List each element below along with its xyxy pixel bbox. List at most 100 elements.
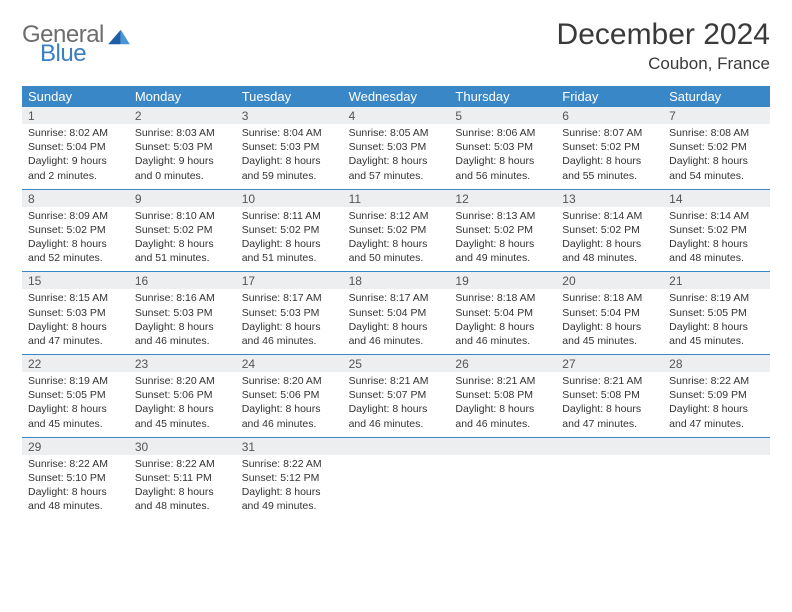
sunset-text: Sunset: 5:03 PM xyxy=(28,306,123,320)
daylight-text-2: and 50 minutes. xyxy=(349,251,444,265)
calendar-grid: Sunday Monday Tuesday Wednesday Thursday… xyxy=(22,86,770,519)
daylight-text-2: and 47 minutes. xyxy=(28,334,123,348)
daylight-text-1: Daylight: 8 hours xyxy=(562,402,657,416)
day-cell: Sunrise: 8:21 AMSunset: 5:08 PMDaylight:… xyxy=(449,372,556,437)
sunset-text: Sunset: 5:03 PM xyxy=(242,306,337,320)
sunrise-text: Sunrise: 8:03 AM xyxy=(135,126,230,140)
day-body-row: Sunrise: 8:09 AMSunset: 5:02 PMDaylight:… xyxy=(22,207,770,272)
day-body-row: Sunrise: 8:02 AMSunset: 5:04 PMDaylight:… xyxy=(22,124,770,189)
day-cell: Sunrise: 8:10 AMSunset: 5:02 PMDaylight:… xyxy=(129,207,236,272)
day-cell: Sunrise: 8:19 AMSunset: 5:05 PMDaylight:… xyxy=(663,289,770,354)
sunset-text: Sunset: 5:06 PM xyxy=(135,388,230,402)
daylight-text-1: Daylight: 8 hours xyxy=(28,485,123,499)
sunset-text: Sunset: 5:02 PM xyxy=(562,140,657,154)
day-number: 6 xyxy=(556,107,663,124)
daylight-text-1: Daylight: 8 hours xyxy=(455,237,550,251)
sunset-text: Sunset: 5:04 PM xyxy=(455,306,550,320)
day-number: 31 xyxy=(236,438,343,455)
day-of-week-header: Sunday Monday Tuesday Wednesday Thursday… xyxy=(22,86,770,107)
day-cell: Sunrise: 8:07 AMSunset: 5:02 PMDaylight:… xyxy=(556,124,663,189)
dow-wednesday: Wednesday xyxy=(343,86,450,107)
day-body-row: Sunrise: 8:19 AMSunset: 5:05 PMDaylight:… xyxy=(22,372,770,437)
sunrise-text: Sunrise: 8:22 AM xyxy=(28,457,123,471)
sunset-text: Sunset: 5:07 PM xyxy=(349,388,444,402)
day-number-row: 15161718192021 xyxy=(22,272,770,289)
day-cell: Sunrise: 8:03 AMSunset: 5:03 PMDaylight:… xyxy=(129,124,236,189)
sunrise-text: Sunrise: 8:12 AM xyxy=(349,209,444,223)
day-number: 27 xyxy=(556,355,663,372)
sunrise-text: Sunrise: 8:18 AM xyxy=(455,291,550,305)
day-cell: Sunrise: 8:06 AMSunset: 5:03 PMDaylight:… xyxy=(449,124,556,189)
day-cell: Sunrise: 8:11 AMSunset: 5:02 PMDaylight:… xyxy=(236,207,343,272)
sunrise-text: Sunrise: 8:20 AM xyxy=(135,374,230,388)
day-cell: Sunrise: 8:02 AMSunset: 5:04 PMDaylight:… xyxy=(22,124,129,189)
sunrise-text: Sunrise: 8:04 AM xyxy=(242,126,337,140)
day-number xyxy=(556,438,663,455)
daylight-text-2: and 0 minutes. xyxy=(135,169,230,183)
sunrise-text: Sunrise: 8:16 AM xyxy=(135,291,230,305)
daylight-text-1: Daylight: 8 hours xyxy=(135,237,230,251)
sunrise-text: Sunrise: 8:17 AM xyxy=(349,291,444,305)
sunset-text: Sunset: 5:02 PM xyxy=(28,223,123,237)
day-cell: Sunrise: 8:14 AMSunset: 5:02 PMDaylight:… xyxy=(663,207,770,272)
week-block: 891011121314Sunrise: 8:09 AMSunset: 5:02… xyxy=(22,189,770,272)
title-block: December 2024 Coubon, France xyxy=(557,18,770,74)
day-cell: Sunrise: 8:19 AMSunset: 5:05 PMDaylight:… xyxy=(22,372,129,437)
day-cell: Sunrise: 8:22 AMSunset: 5:12 PMDaylight:… xyxy=(236,455,343,520)
daylight-text-2: and 48 minutes. xyxy=(669,251,764,265)
day-cell: Sunrise: 8:09 AMSunset: 5:02 PMDaylight:… xyxy=(22,207,129,272)
week-block: 22232425262728Sunrise: 8:19 AMSunset: 5:… xyxy=(22,354,770,437)
sunrise-text: Sunrise: 8:14 AM xyxy=(562,209,657,223)
day-cell: Sunrise: 8:17 AMSunset: 5:03 PMDaylight:… xyxy=(236,289,343,354)
brand-logo: General Blue xyxy=(22,18,130,66)
day-number: 19 xyxy=(449,272,556,289)
location-label: Coubon, France xyxy=(557,54,770,74)
daylight-text-2: and 59 minutes. xyxy=(242,169,337,183)
day-number: 9 xyxy=(129,190,236,207)
day-cell: Sunrise: 8:21 AMSunset: 5:07 PMDaylight:… xyxy=(343,372,450,437)
day-cell: Sunrise: 8:17 AMSunset: 5:04 PMDaylight:… xyxy=(343,289,450,354)
daylight-text-2: and 45 minutes. xyxy=(28,417,123,431)
daylight-text-2: and 54 minutes. xyxy=(669,169,764,183)
day-cell: Sunrise: 8:05 AMSunset: 5:03 PMDaylight:… xyxy=(343,124,450,189)
dow-monday: Monday xyxy=(129,86,236,107)
day-cell: Sunrise: 8:12 AMSunset: 5:02 PMDaylight:… xyxy=(343,207,450,272)
sunrise-text: Sunrise: 8:20 AM xyxy=(242,374,337,388)
daylight-text-2: and 45 minutes. xyxy=(669,334,764,348)
day-cell: Sunrise: 8:18 AMSunset: 5:04 PMDaylight:… xyxy=(449,289,556,354)
day-number: 2 xyxy=(129,107,236,124)
sunset-text: Sunset: 5:02 PM xyxy=(562,223,657,237)
sunrise-text: Sunrise: 8:09 AM xyxy=(28,209,123,223)
week-block: 15161718192021Sunrise: 8:15 AMSunset: 5:… xyxy=(22,271,770,354)
daylight-text-1: Daylight: 8 hours xyxy=(562,320,657,334)
week-block: 293031Sunrise: 8:22 AMSunset: 5:10 PMDay… xyxy=(22,437,770,520)
daylight-text-2: and 48 minutes. xyxy=(562,251,657,265)
day-number-row: 293031 xyxy=(22,438,770,455)
daylight-text-1: Daylight: 8 hours xyxy=(669,237,764,251)
dow-thursday: Thursday xyxy=(449,86,556,107)
daylight-text-2: and 2 minutes. xyxy=(28,169,123,183)
daylight-text-2: and 51 minutes. xyxy=(135,251,230,265)
sunrise-text: Sunrise: 8:06 AM xyxy=(455,126,550,140)
daylight-text-2: and 47 minutes. xyxy=(669,417,764,431)
daylight-text-2: and 46 minutes. xyxy=(455,334,550,348)
daylight-text-2: and 46 minutes. xyxy=(455,417,550,431)
day-number: 15 xyxy=(22,272,129,289)
sunset-text: Sunset: 5:06 PM xyxy=(242,388,337,402)
brand-text: General Blue xyxy=(22,24,104,66)
sunrise-text: Sunrise: 8:21 AM xyxy=(349,374,444,388)
header: General Blue December 2024 Coubon, Franc… xyxy=(22,18,770,74)
dow-sunday: Sunday xyxy=(22,86,129,107)
day-number: 29 xyxy=(22,438,129,455)
sunrise-text: Sunrise: 8:18 AM xyxy=(562,291,657,305)
day-number: 8 xyxy=(22,190,129,207)
day-number xyxy=(449,438,556,455)
sunset-text: Sunset: 5:03 PM xyxy=(135,306,230,320)
daylight-text-2: and 48 minutes. xyxy=(28,499,123,513)
sunset-text: Sunset: 5:03 PM xyxy=(242,140,337,154)
day-number: 5 xyxy=(449,107,556,124)
daylight-text-1: Daylight: 8 hours xyxy=(242,154,337,168)
day-number: 26 xyxy=(449,355,556,372)
sunset-text: Sunset: 5:05 PM xyxy=(28,388,123,402)
sunrise-text: Sunrise: 8:22 AM xyxy=(669,374,764,388)
